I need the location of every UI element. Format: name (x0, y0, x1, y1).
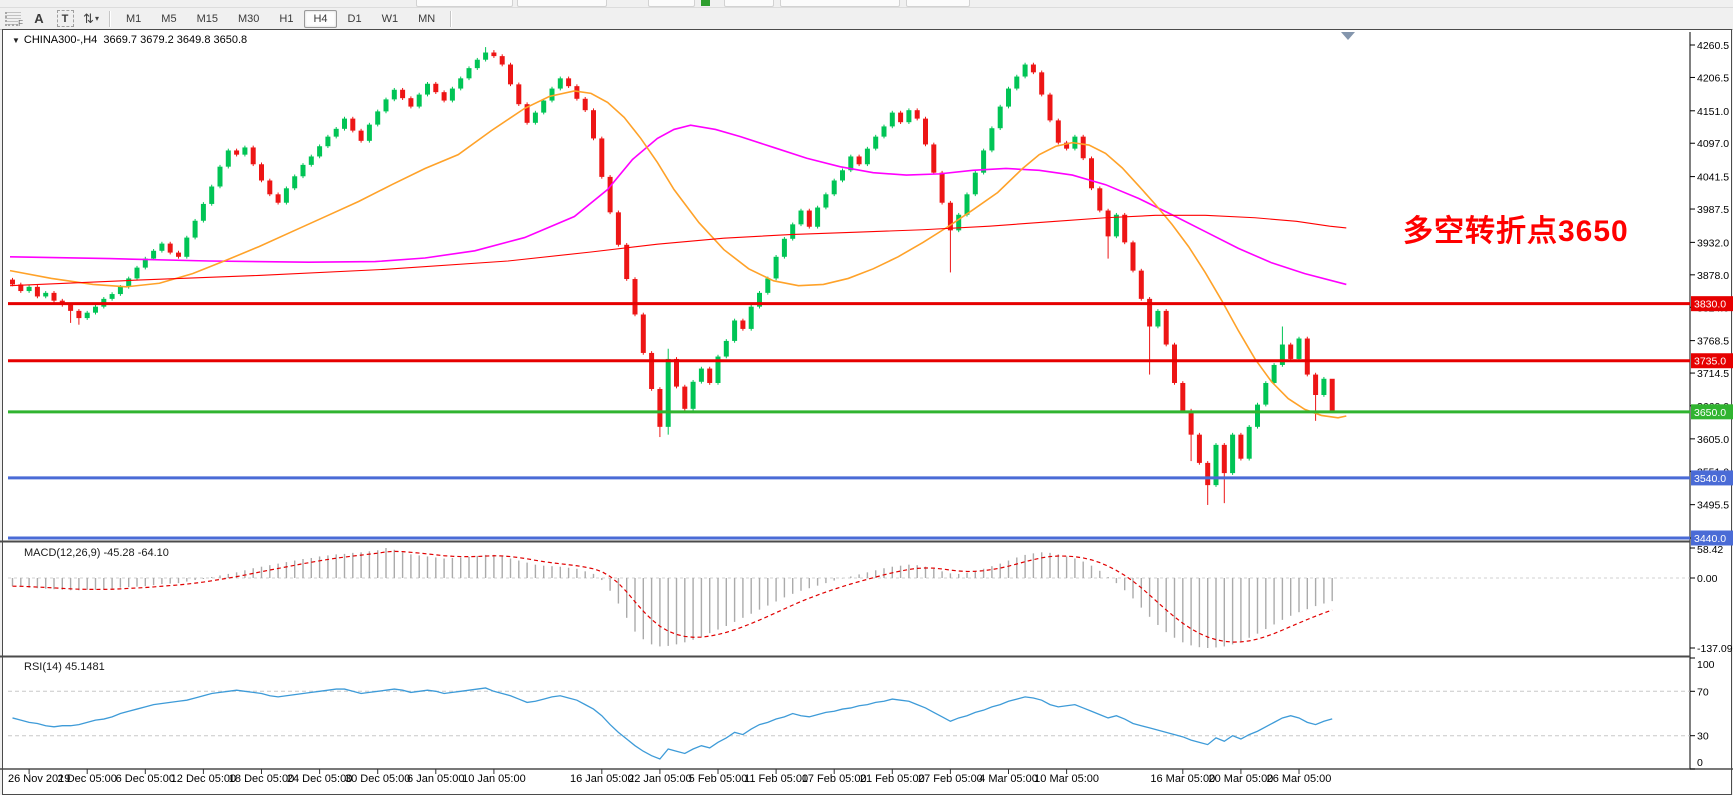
rsi-tick-label: 30 (1697, 731, 1709, 743)
macd-signal-line (12, 550, 1333, 643)
date-tick-label: 18 Dec 05:00 (229, 773, 294, 785)
date-tick-label: 24 Dec 05:00 (287, 773, 352, 785)
ohlc-values: 3669.7 3679.2 3649.8 3650.8 (103, 34, 248, 46)
timeframe-w1-button[interactable]: W1 (381, 12, 399, 25)
chart-title: ▼ CHINA300-,H4 3669.7 3679.2 3649.8 3650.… (12, 34, 247, 46)
ma-medium-orange[interactable] (9, 90, 1347, 419)
date-tick-label: 11 Feb 05:00 (744, 773, 808, 785)
ma-long-red[interactable] (9, 214, 1347, 287)
price-tick-label: 3932.0 (1697, 237, 1729, 249)
chart-toolbar: F A T ⇅ ▾ M1 M5 M15 M30 H1 H4 D1 W1 MN (0, 8, 1733, 30)
rsi-line (12, 687, 1333, 760)
price-tick-label: 3495.5 (1697, 500, 1729, 512)
clipped-toolbar-button[interactable] (416, 0, 513, 7)
toolbar-separator (109, 10, 111, 27)
rsi-indicator-label: RSI(14) 45.1481 (24, 661, 105, 673)
rsi-tick-label: 70 (1697, 686, 1709, 698)
level-badge-label: 3735.0 (1694, 356, 1726, 368)
timeframe-h4-button[interactable]: H4 (304, 9, 337, 28)
clipped-toolbar-button[interactable] (517, 0, 607, 7)
rsi-tick-label: 100 (1697, 659, 1715, 671)
text-box-icon[interactable]: T (53, 10, 77, 28)
timeframe-h1-button[interactable]: H1 (279, 12, 294, 25)
level-badge (1691, 404, 1733, 420)
date-tick-label: 5 Feb 05:00 (689, 773, 748, 785)
clipped-toolbar-button[interactable] (648, 0, 695, 7)
ma-slow-magenta[interactable] (9, 124, 1347, 286)
candlestick-series[interactable] (10, 47, 1335, 505)
level-badge-label: 3440.0 (1694, 533, 1726, 545)
timeframe-m1-button[interactable]: M1 (126, 12, 142, 25)
date-tick-label: 4 Mar 05:00 (979, 773, 1038, 785)
macd-tick-label: 0.00 (1697, 573, 1718, 585)
clipped-toolbar-button[interactable] (724, 0, 774, 7)
macd-tick-label: 58.42 (1697, 544, 1723, 556)
price-tick-label: 4260.5 (1697, 40, 1729, 52)
price-tick-label: 3605.0 (1697, 434, 1729, 446)
collapse-triangle-icon[interactable]: ▼ (12, 36, 20, 45)
date-tick-label: 20 Mar 05:00 (1208, 773, 1273, 785)
clipped-toolbar-row (0, 0, 1733, 8)
timeframe-mn-button[interactable]: MN (418, 12, 436, 25)
date-tick-label: 30 Dec 05:00 (345, 773, 410, 785)
macd-histogram (11, 548, 1333, 648)
date-tick-label: 26 Nov 2019 (8, 773, 70, 785)
price-tick-label: 3768.5 (1697, 336, 1729, 348)
date-tick-label: 10 Jan 05:00 (462, 773, 526, 785)
date-tick-label: 22 Jan 05:00 (628, 773, 692, 785)
date-tick-label: 10 Mar 05:00 (1034, 773, 1099, 785)
date-tick-label: 16 Jan 05:00 (570, 773, 634, 785)
price-tick-label: 3714.5 (1697, 368, 1729, 380)
price-tick-label: 4206.5 (1697, 72, 1729, 84)
level-badge (1691, 470, 1733, 486)
rsi-tick-label: 0 (1697, 757, 1703, 769)
date-tick-label: 17 Feb 05:00 (802, 773, 867, 785)
arrange-arrows-icon[interactable]: ⇅ ▾ (83, 10, 99, 26)
clipped-toolbar-button[interactable] (780, 0, 900, 7)
macd-indicator-label: MACD(12,26,9) -45.28 -64.10 (24, 547, 169, 559)
date-tick-label: 27 Feb 05:00 (918, 773, 983, 785)
level-badge (1691, 296, 1733, 312)
date-tick-label: 2 Dec 05:00 (58, 773, 117, 785)
timeframe-d1-button[interactable]: D1 (347, 12, 362, 25)
timeframe-m30-button[interactable]: M30 (237, 12, 260, 25)
clipped-green-button[interactable] (701, 0, 710, 6)
date-tick-label: 6 Dec 05:00 (116, 773, 175, 785)
trend-annotation-text[interactable]: 多空转折点3650 (1403, 215, 1629, 248)
date-tick-label: 6 Jan 05:00 (407, 773, 465, 785)
date-tick-label: 26 Mar 05:00 (1267, 773, 1332, 785)
level-badge (1691, 530, 1733, 546)
date-tick-label: 12 Dec 05:00 (171, 773, 236, 785)
dropdown-caret-icon[interactable]: ▾ (94, 14, 99, 23)
date-tick-label: 16 Mar 05:00 (1150, 773, 1215, 785)
level-badge-label: 3830.0 (1694, 299, 1726, 311)
date-tick-label: 21 Feb 05:00 (860, 773, 925, 785)
symbol-period-label: CHINA300-,H4 (23, 34, 98, 46)
chart-shift-marker-icon[interactable] (1341, 32, 1355, 40)
price-tick-label: 3878.0 (1697, 270, 1729, 282)
level-badge-label: 3650.0 (1694, 407, 1726, 419)
price-tick-label: 4151.0 (1697, 106, 1729, 118)
timeframe-m5-button[interactable]: M5 (161, 12, 177, 25)
toolbar-separator (450, 10, 453, 27)
price-tick-label: 3987.5 (1697, 204, 1729, 216)
price-tick-label: 4097.0 (1697, 138, 1729, 150)
level-badge-label: 3540.0 (1694, 473, 1726, 485)
price-tick-label: 4041.5 (1697, 172, 1729, 184)
indicator-grid-icon[interactable]: F (1, 10, 25, 28)
clipped-toolbar-button[interactable] (906, 0, 970, 7)
level-badge (1691, 353, 1733, 369)
macd-tick-label: -137.09 (1697, 643, 1733, 655)
timeframe-m15-button[interactable]: M15 (196, 12, 218, 25)
text-label-icon[interactable]: A (34, 11, 44, 26)
